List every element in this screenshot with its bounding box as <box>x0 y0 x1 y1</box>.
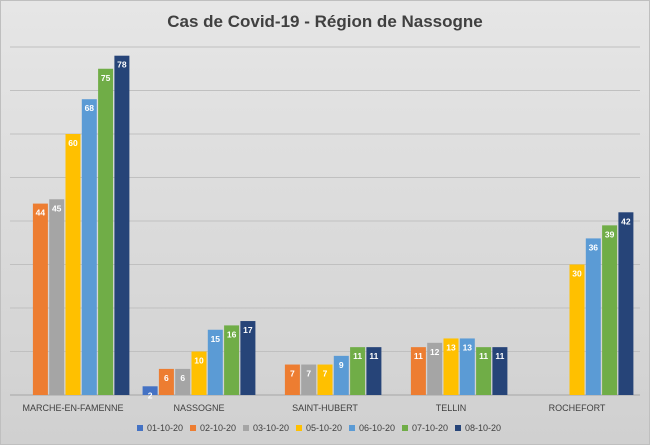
bar <box>224 325 240 395</box>
data-label: 2 <box>148 390 153 400</box>
category-label: SAINT-HUBERT <box>292 403 358 413</box>
data-label: 6 <box>180 373 185 383</box>
data-label: 16 <box>227 329 237 339</box>
data-label: 11 <box>479 351 488 361</box>
data-label: 15 <box>211 334 221 344</box>
legend-label: 03-10-20 <box>253 423 289 433</box>
category-label: TELLIN <box>436 403 467 413</box>
legend-label: 06-10-20 <box>359 423 395 433</box>
bar <box>410 347 426 395</box>
legend-swatch <box>402 425 408 431</box>
data-label: 44 <box>36 208 46 218</box>
category-label: MARCHE-EN-FAMENNE <box>22 403 123 413</box>
data-label: 13 <box>463 342 473 352</box>
category-label: ROCHEFORT <box>549 403 606 413</box>
bar <box>317 364 333 395</box>
data-label: 39 <box>605 229 615 239</box>
data-label: 30 <box>572 269 582 279</box>
legend-label: 02-10-20 <box>200 423 236 433</box>
data-label: 42 <box>621 216 631 226</box>
legend-swatch <box>137 425 143 431</box>
data-label: 10 <box>194 356 204 366</box>
bar <box>98 68 114 395</box>
data-label: 75 <box>101 73 111 83</box>
bar <box>284 364 300 395</box>
bar <box>65 134 81 395</box>
bar <box>158 368 174 395</box>
bar <box>366 347 382 395</box>
chart-title: Cas de Covid-19 - Région de Nassogne <box>167 12 483 31</box>
bar <box>301 364 317 395</box>
legend-label: 01-10-20 <box>147 423 183 433</box>
bar <box>114 55 130 395</box>
bar <box>175 368 191 395</box>
legend-swatch <box>296 425 302 431</box>
legend-swatch <box>190 425 196 431</box>
data-label: 11 <box>369 351 378 361</box>
legend-label: 07-10-20 <box>412 423 448 433</box>
data-label: 11 <box>353 351 362 361</box>
legend-label: 08-10-20 <box>465 423 501 433</box>
legend: 01-10-20 02-10-20 03-10-20 05-10-20 06-10-20… <box>137 423 501 433</box>
x-axis-labels: MARCHE-EN-FAMENNE NASSOGNE SAINT-HUBERT TEL… <box>22 403 605 413</box>
data-label: 7 <box>290 369 295 379</box>
bar <box>618 212 634 395</box>
bar <box>585 238 601 395</box>
data-label: 12 <box>430 347 440 357</box>
bar <box>443 338 459 395</box>
data-label: 17 <box>243 325 253 335</box>
bar <box>569 264 585 395</box>
bar <box>142 386 158 395</box>
data-label: 78 <box>117 60 127 70</box>
bar <box>32 203 48 395</box>
bar <box>333 355 349 395</box>
bar <box>459 338 475 395</box>
bar <box>602 225 618 395</box>
bar <box>81 99 97 395</box>
data-label: 7 <box>323 369 328 379</box>
data-label: 45 <box>52 203 62 213</box>
bar <box>207 329 223 395</box>
category-label: NASSOGNE <box>173 403 224 413</box>
data-label: 11 <box>495 351 504 361</box>
bar <box>492 347 508 395</box>
data-label: 11 <box>414 351 423 361</box>
data-label: 36 <box>589 242 599 252</box>
bar <box>49 199 65 395</box>
data-label: 7 <box>306 369 311 379</box>
bar <box>191 351 207 395</box>
legend-swatch <box>349 425 355 431</box>
legend-swatch <box>455 425 461 431</box>
data-label: 9 <box>339 360 344 370</box>
data-label: 13 <box>446 342 456 352</box>
bars: 44 45 60 68 75 78 2 6 6 10 15 16 17 7 7 7 9 11 11 11 12 13 13 1… <box>32 55 634 400</box>
bar <box>427 342 443 395</box>
legend-swatch <box>243 425 249 431</box>
data-label: 60 <box>68 138 78 148</box>
legend-label: 05-10-20 <box>306 423 342 433</box>
bar <box>350 347 366 395</box>
data-label: 68 <box>85 103 95 113</box>
bar <box>476 347 492 395</box>
data-label: 6 <box>164 373 169 383</box>
bar <box>240 321 256 395</box>
